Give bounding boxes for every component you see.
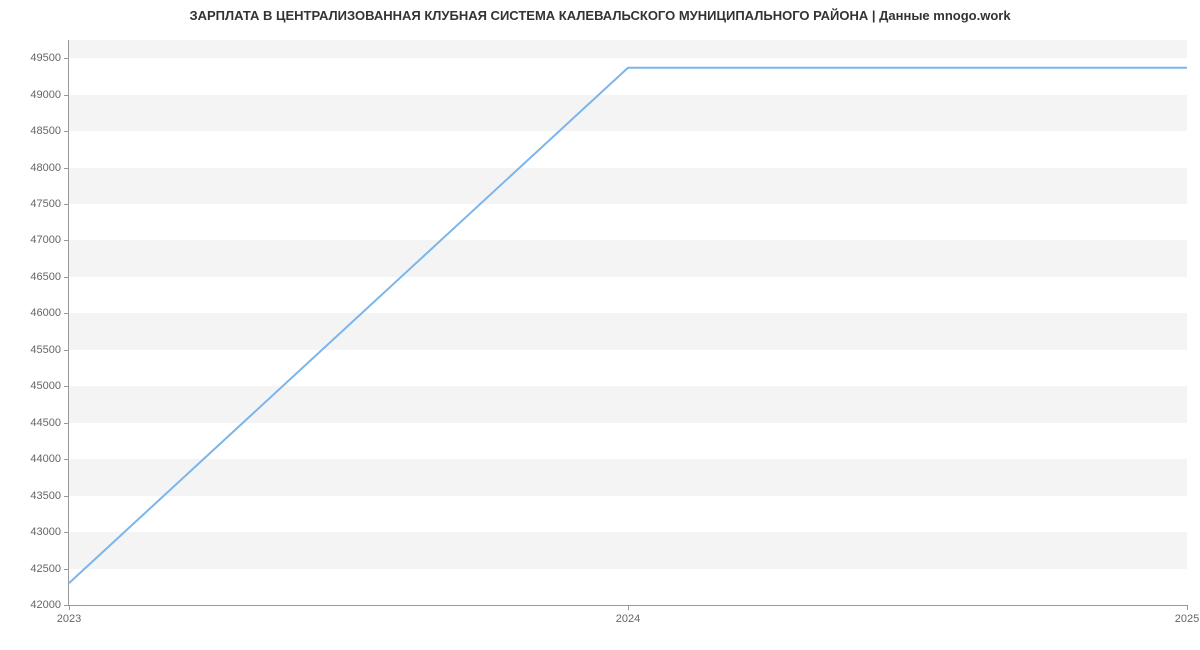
x-tick-mark [628,605,629,610]
y-tick-label: 48500 [30,125,61,137]
y-tick-mark [64,313,69,314]
y-tick-label: 42000 [30,599,61,611]
x-tick-mark [1187,605,1188,610]
y-tick-mark [64,131,69,132]
x-tick-label: 2024 [616,613,640,625]
line-layer [69,40,1187,605]
chart-title: ЗАРПЛАТА В ЦЕНТРАЛИЗОВАННАЯ КЛУБНАЯ СИСТ… [0,8,1200,23]
series-salary [69,68,1187,583]
y-tick-label: 46000 [30,307,61,319]
y-tick-mark [64,569,69,570]
y-tick-label: 43500 [30,490,61,502]
y-tick-mark [64,168,69,169]
y-tick-mark [64,386,69,387]
y-tick-label: 47500 [30,198,61,210]
salary-chart: ЗАРПЛАТА В ЦЕНТРАЛИЗОВАННАЯ КЛУБНАЯ СИСТ… [0,0,1200,650]
y-tick-label: 49000 [30,89,61,101]
y-tick-mark [64,532,69,533]
y-tick-mark [64,423,69,424]
plot-area: 4200042500430004350044000445004500045500… [68,40,1187,606]
y-tick-label: 44000 [30,453,61,465]
y-tick-mark [64,95,69,96]
y-tick-label: 45000 [30,380,61,392]
y-tick-mark [64,496,69,497]
y-tick-label: 47000 [30,234,61,246]
y-tick-mark [64,350,69,351]
y-tick-mark [64,204,69,205]
x-tick-label: 2023 [57,613,81,625]
y-tick-mark [64,58,69,59]
x-tick-mark [69,605,70,610]
y-tick-label: 46500 [30,271,61,283]
y-tick-label: 44500 [30,417,61,429]
y-tick-mark [64,459,69,460]
y-tick-label: 48000 [30,162,61,174]
y-tick-label: 42500 [30,563,61,575]
y-tick-label: 45500 [30,344,61,356]
y-tick-label: 43000 [30,526,61,538]
y-tick-mark [64,240,69,241]
y-tick-mark [64,277,69,278]
x-tick-label: 2025 [1175,613,1199,625]
y-tick-label: 49500 [30,52,61,64]
